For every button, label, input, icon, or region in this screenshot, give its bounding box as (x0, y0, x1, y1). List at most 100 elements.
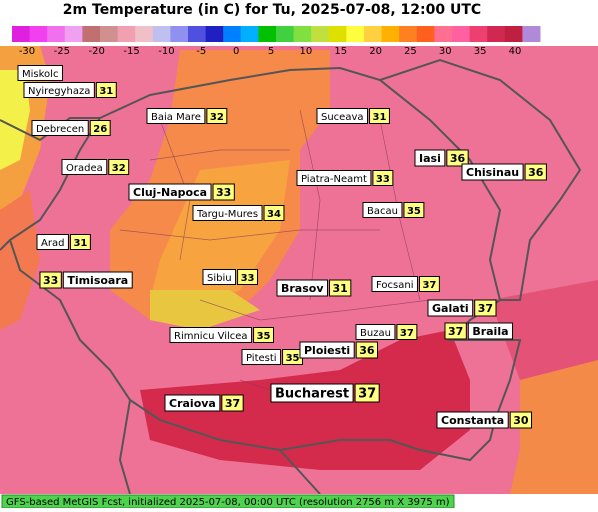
city-label: Rimnicu Vilcea 35 (169, 327, 274, 343)
color-swatch (64, 26, 83, 42)
city-name: Ploiesti (304, 344, 350, 357)
temp-value: 31 (73, 238, 87, 249)
color-swatch (12, 26, 31, 42)
city-label: Piatra-Neamt 33 (296, 170, 394, 186)
temp-box (39, 271, 62, 289)
temp-value: 26 (93, 124, 107, 135)
city-name-box (202, 269, 237, 285)
city-name-box (414, 149, 446, 167)
temp-value: 33 (376, 174, 390, 185)
city-label: Miskolc (17, 65, 63, 81)
color-bar-label: 35 (474, 46, 487, 57)
temp-value: 37 (400, 328, 414, 339)
color-bar-label: 0 (233, 46, 239, 57)
temp-box (372, 170, 394, 186)
city-name: Targu-Mures (196, 209, 258, 220)
city-name: Braila (472, 325, 508, 338)
city-name-box (296, 170, 372, 186)
city-name-box (355, 324, 396, 340)
city-label: Craiova 37 (164, 394, 244, 412)
color-swatch (328, 26, 347, 42)
city-name: Rimnicu Vilcea (174, 331, 248, 342)
color-bar-label: -15 (123, 46, 139, 57)
city-label: Baia Mare 32 (146, 108, 228, 124)
city-label: Chisinau 36 (461, 163, 547, 181)
color-bar-label: 30 (439, 46, 452, 57)
city-name-box (461, 163, 524, 181)
color-bar-label: -10 (158, 46, 174, 57)
temp-box (237, 269, 259, 285)
city-name: Timisoara (67, 274, 128, 287)
city-name-box (299, 341, 355, 359)
city-label: Brasov 31 (276, 279, 352, 297)
city-name-box (436, 411, 509, 429)
temp-value: 36 (450, 152, 466, 165)
color-bar-label: -5 (196, 46, 206, 57)
color-bar-label: -30 (19, 46, 35, 57)
city-name-box (164, 394, 221, 412)
city-name-box (128, 183, 212, 201)
footer-text: GFS-based MetGIS Fcst, initialized 2025-… (6, 497, 450, 508)
city-name: Sibiu (207, 273, 232, 284)
city-name-box (467, 322, 514, 340)
city-label: Oradea 32 (61, 159, 130, 175)
city-name-box (17, 65, 63, 81)
temp-value: 37 (422, 280, 436, 291)
temp-box (369, 108, 390, 124)
color-swatch (522, 26, 541, 42)
color-swatch (364, 26, 383, 42)
city-name-box (362, 202, 403, 218)
temp-box (263, 205, 285, 221)
city-label: Nyiregyhaza 31 (23, 82, 117, 98)
color-swatch (469, 26, 488, 42)
city-name: Piatra-Neamt (301, 174, 367, 185)
city-name-box (36, 234, 69, 250)
temp-value: 37 (448, 325, 463, 338)
color-swatch (205, 26, 224, 42)
color-swatch (188, 26, 207, 42)
color-bar-label: -25 (54, 46, 70, 57)
city-label: Cluj-Napoca 33 (128, 183, 235, 201)
city-name: Debrecen (36, 124, 84, 135)
temp-value: 35 (407, 206, 421, 217)
color-bar-label: 20 (369, 46, 382, 57)
temp-value: 34 (267, 209, 281, 220)
color-swatch (152, 26, 171, 42)
color-bar-label: 40 (509, 46, 522, 57)
color-bar-label: -20 (89, 46, 105, 57)
temp-value: 31 (333, 282, 348, 295)
city-name: Arad (41, 238, 64, 249)
temp-value: 33 (216, 186, 231, 199)
city-name-box (371, 276, 418, 292)
color-swatch (416, 26, 435, 42)
city-label: Focsani 37 (371, 276, 440, 292)
city-name: Pitesti (246, 353, 277, 364)
color-swatch (258, 26, 277, 42)
color-swatch (240, 26, 259, 42)
temp-value: 31 (373, 112, 387, 123)
color-swatch (223, 26, 242, 42)
color-swatch (381, 26, 400, 42)
temp-value: 32 (112, 163, 126, 174)
city-label: Pitesti 35 (241, 349, 303, 365)
temp-value: 37 (225, 397, 240, 410)
city-label: Braila 37 (444, 322, 514, 340)
city-label: Suceava 31 (316, 108, 390, 124)
color-bar-label: 25 (404, 46, 417, 57)
city-label: Iasi 36 (414, 149, 469, 167)
temp-value: 32 (210, 112, 224, 123)
city-name: Baia Mare (151, 112, 201, 123)
color-swatch (117, 26, 136, 42)
color-swatch (346, 26, 365, 42)
temp-box (221, 394, 244, 412)
color-swatch (82, 26, 101, 42)
color-swatch (47, 26, 66, 42)
city-name: Craiova (169, 397, 216, 410)
color-swatch (504, 26, 523, 42)
temp-value: 35 (286, 353, 300, 364)
city-label: Arad 31 (36, 234, 91, 250)
temp-box (69, 234, 91, 250)
color-swatch (100, 26, 119, 42)
temp-value: 33 (241, 273, 255, 284)
